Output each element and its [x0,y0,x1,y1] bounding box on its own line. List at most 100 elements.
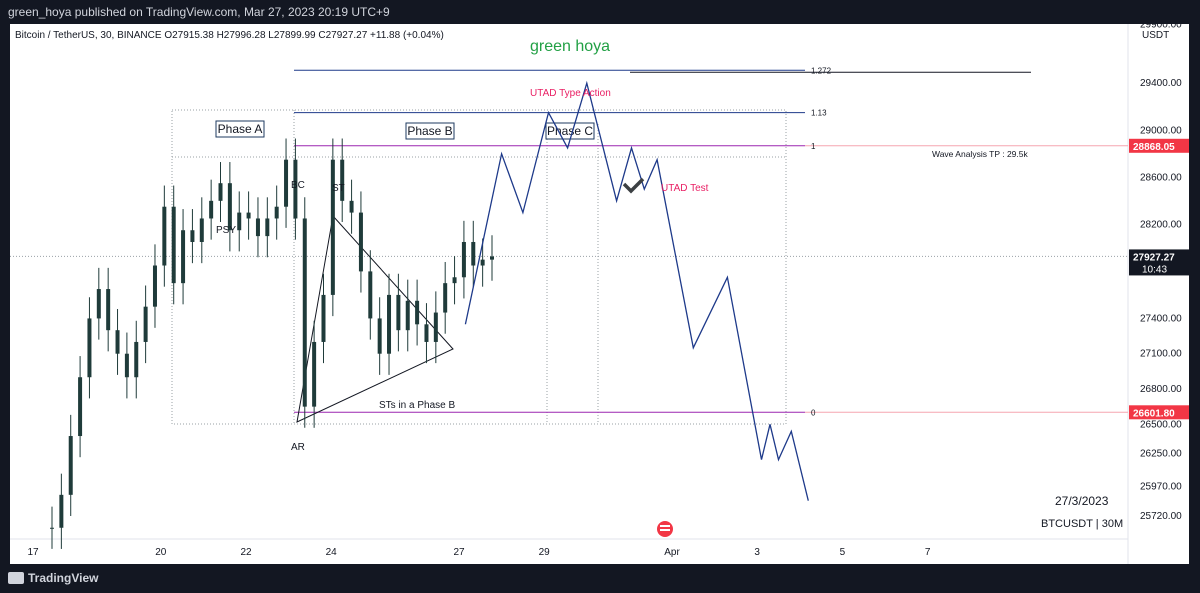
price-bar-body [59,494,64,528]
price-bar-body [190,230,195,242]
price-bar-body [330,159,335,295]
bc-text: BC [291,180,305,191]
bottom-ticker: BTCUSDT | 30M [1041,518,1123,530]
price-bar-body [471,241,476,266]
price-bar-body [265,218,270,237]
price-bar-body [218,183,223,201]
x-tick-label: 5 [840,547,846,558]
price-tag-time: 10:43 [1142,264,1167,275]
range-box-outer [171,109,787,425]
phase-a-label: Phase A [215,120,265,138]
price-tag-box [1129,405,1189,420]
publish-info: green_hoya published on TradingView.com,… [8,5,390,19]
price-bar-body [443,283,448,313]
fib-label-0: 0 [811,408,816,417]
sts-phase-b-text: STs in a Phase B [379,400,455,411]
price-bar-body [181,230,186,284]
us-flag-icon[interactable] [657,521,673,537]
price-bar-body [480,259,485,266]
y-tick-label: 26800.00 [1140,384,1182,395]
wave-tp-text: Wave Analysis TP : 29.5k [932,149,1028,159]
y-tick-label: 29900.00 [1140,24,1182,30]
fib-levels: 1.272 1.13 1 0 [294,66,1128,417]
phase-c-text: Phase C [547,124,593,138]
price-bar-body [199,218,204,242]
price-bar-body [415,300,420,325]
price-bar-body [246,212,251,219]
y-tick-label: 26500.00 [1140,419,1182,430]
price-bar-body [424,324,429,342]
price-bar-body [143,306,148,342]
time-axis-ticks[interactable]: 17 20 22 24 27 29 Apr 3 5 7 [27,547,930,558]
price-bar-body [396,294,401,331]
tradingview-logo[interactable]: TradingView [8,571,98,585]
ar-text: AR [291,442,305,453]
bottom-date: 27/3/2023 [1055,494,1109,508]
fib-label-1_272: 1.272 [811,66,832,75]
price-tag-label: 27927.27 [1133,252,1175,263]
y-tick-label: 26250.00 [1140,449,1182,460]
price-tag-label: 28868.05 [1133,142,1175,153]
x-tick-label: 24 [326,547,338,558]
price-bar-body [433,312,438,342]
price-bar-body [171,206,176,284]
y-tick-label: 28600.00 [1140,172,1182,183]
price-bar-body [274,206,279,219]
price-bar-body [115,330,120,354]
price-bar-body [340,159,345,201]
price-bar-body [452,277,457,284]
price-bars [50,138,494,549]
price-bar-body [284,159,289,207]
footer: TradingView [0,566,1200,593]
utad-type-text: UTAD Type Action [530,88,611,99]
currency-label: USDT [1142,30,1169,41]
phase-c-label: Phase C [545,122,595,140]
x-tick-label: 27 [453,547,465,558]
chart-area[interactable]: Bitcoin / TetherUS, 30, BINANCE O27915.3… [10,24,1189,564]
phase-b-text: Phase B [407,124,452,138]
price-bar-body [349,200,354,213]
tv-brand-text: TradingView [28,571,99,585]
price-bar-body [377,318,382,354]
price-chart[interactable]: Bitcoin / TetherUS, 30, BINANCE O27915.3… [10,24,1189,564]
price-bar-body [78,377,83,437]
x-tick-label: 17 [27,547,39,558]
check-icon [622,177,645,194]
price-bar-body [87,318,92,378]
watermark-text: green hoya [530,38,610,55]
price-bar-body [134,341,139,378]
x-tick-label: 20 [155,547,167,558]
y-tick-label: 25970.00 [1140,482,1182,493]
price-tag-box [1129,249,1189,276]
price-bar-body [302,218,307,407]
price-tags: 28868.05 27927.2710:43 26601.80 [1129,138,1189,420]
price-bar-body [358,212,363,272]
x-tick-label: 22 [240,547,252,558]
y-tick-label: 27100.00 [1140,349,1182,360]
tv-logo-icon [8,572,24,584]
x-tick-label: Apr [664,547,680,558]
fib-label-1_13: 1.13 [811,109,827,118]
y-tick-label: 28200.00 [1140,219,1182,230]
price-bar-body [405,300,410,331]
y-tick-label: 27400.00 [1140,313,1182,324]
price-tag-label: 26601.80 [1133,408,1175,419]
price-bar-body [152,265,157,307]
x-tick-label: 7 [925,547,931,558]
projection-path [464,80,809,501]
y-tick-label: 25720.00 [1140,511,1182,522]
price-bar-body [162,206,167,266]
phase-b-label: Phase B [405,122,455,140]
phase-a-text: Phase A [218,122,263,136]
y-tick-label: 29000.00 [1140,125,1182,136]
price-bar-body [368,271,373,319]
price-bar-body [106,289,111,331]
price-axis-ticks[interactable]: 25720.00 25970.00 26250.00 26500.00 26800.00… [1140,24,1182,522]
price-bar-body [50,527,54,529]
symmetrical-triangle [296,214,454,423]
price-bar-body [96,289,101,319]
symbol-line: Bitcoin / TetherUS, 30, BINANCE O27915.3… [15,30,444,41]
price-bar-body [124,353,129,378]
price-bar-body [461,241,466,278]
